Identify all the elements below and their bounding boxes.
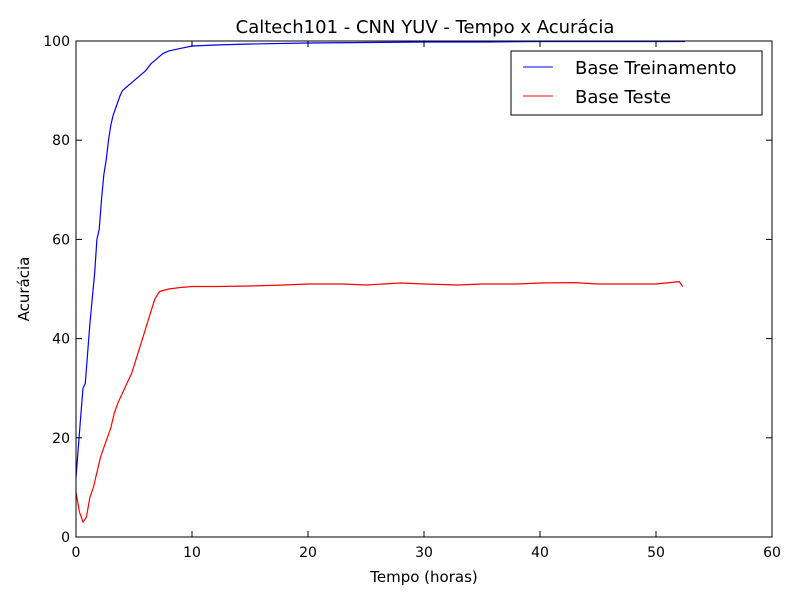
x-tick-label: 50 bbox=[647, 545, 665, 561]
plot-area: 0 10 20 30 40 50 60 0 20 40 60 80 100 bbox=[43, 34, 781, 561]
x-tick-label: 60 bbox=[763, 545, 781, 561]
y-tick-label: 60 bbox=[52, 232, 70, 248]
series-line-base-teste bbox=[75, 281, 684, 523]
x-tick-label: 40 bbox=[531, 545, 549, 561]
legend-label-base-teste: Base Teste bbox=[575, 87, 671, 108]
legend-box bbox=[510, 50, 763, 116]
y-tick-label: 40 bbox=[52, 332, 70, 348]
chart-title: Caltech101 - CNN YUV - Tempo x Acurácia bbox=[236, 17, 615, 38]
x-tick-label: 0 bbox=[72, 545, 81, 561]
x-tick-label: 20 bbox=[299, 545, 317, 561]
ticks-layer: 0 10 20 30 40 50 60 0 20 40 60 80 100 bbox=[43, 34, 781, 561]
y-tick-label: 20 bbox=[52, 431, 70, 447]
x-axis-label: Tempo (horas) bbox=[369, 568, 477, 586]
legend-label-base-treinamento: Base Treinamento bbox=[575, 58, 737, 79]
series-layer bbox=[75, 40, 685, 523]
y-tick-label: 100 bbox=[43, 34, 70, 50]
y-axis-label: Acurácia bbox=[15, 257, 33, 322]
series-line-base-treinamento bbox=[75, 40, 685, 478]
y-tick-label: 80 bbox=[52, 133, 70, 149]
x-tick-label: 30 bbox=[415, 545, 433, 561]
legend: Base Treinamento Base Teste bbox=[510, 50, 763, 116]
y-tick-label: 0 bbox=[61, 530, 70, 546]
x-tick-label: 10 bbox=[183, 545, 201, 561]
